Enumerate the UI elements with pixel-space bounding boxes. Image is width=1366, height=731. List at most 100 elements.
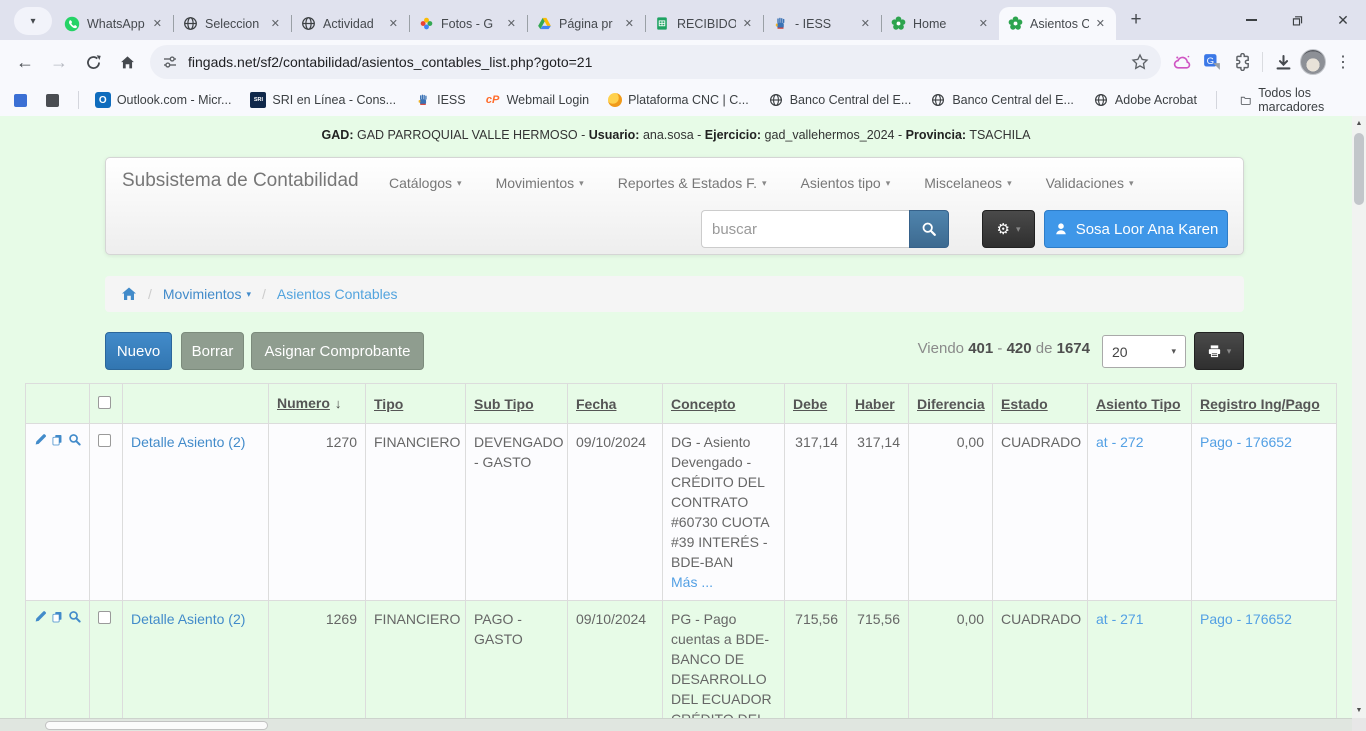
detalle-asiento-link[interactable]: Detalle Asiento (2): [131, 611, 246, 627]
tab-search-button[interactable]: ▾: [14, 7, 52, 35]
extensions-puzzle-icon[interactable]: [1227, 47, 1257, 77]
tab-close-icon[interactable]: ✕: [270, 18, 280, 30]
reload-button[interactable]: [76, 45, 110, 79]
home-breadcrumb-icon[interactable]: [121, 286, 137, 302]
url-text[interactable]: fingads.net/sf2/contabilidad/asientos_co…: [188, 54, 593, 70]
address-bar[interactable]: fingads.net/sf2/contabilidad/asientos_co…: [150, 45, 1161, 79]
profile-avatar[interactable]: [1298, 47, 1328, 77]
header-diferencia[interactable]: Diferencia: [908, 383, 993, 424]
chrome-menu-button[interactable]: ⋮: [1335, 54, 1351, 71]
back-button[interactable]: ←: [16, 51, 34, 72]
forward-button[interactable]: →: [50, 51, 68, 72]
page-size-select[interactable]: 20 ▾: [1102, 335, 1186, 368]
all-bookmarks-button[interactable]: Todos los marcadores: [1215, 86, 1352, 114]
bookmark-banco-central-1[interactable]: Banco Central del E...: [768, 92, 911, 108]
print-dropdown-button[interactable]: ▾: [1194, 332, 1244, 370]
breadcrumb-movimientos[interactable]: Movimientos ▾: [162, 286, 252, 302]
asiento-tipo-link[interactable]: at - 271: [1096, 611, 1144, 627]
globe-icon: [930, 92, 946, 108]
horizontal-scrollbar[interactable]: [0, 718, 1352, 731]
tab-seleccion[interactable]: Seleccion ✕: [174, 7, 291, 40]
edit-icon[interactable]: [34, 609, 47, 624]
user-button[interactable]: Sosa Loor Ana Karen: [1044, 210, 1228, 248]
tab-close-icon[interactable]: ✕: [388, 18, 398, 30]
detalle-asiento-link[interactable]: Detalle Asiento (2): [131, 434, 246, 450]
tab-asientos-active[interactable]: Asientos C ✕: [999, 7, 1116, 40]
menu-asientos-tipo[interactable]: Asientos tipo ▾: [800, 175, 891, 191]
tab-close-icon[interactable]: ✕: [624, 18, 634, 30]
mas-link[interactable]: Más ...: [671, 574, 714, 590]
nuevo-button[interactable]: Nuevo: [105, 332, 172, 370]
home-button[interactable]: [110, 45, 144, 79]
tab-pagina[interactable]: Página pr ✕: [528, 7, 645, 40]
bookmark-webmail[interactable]: cP Webmail Login: [485, 92, 589, 108]
registro-pago-link[interactable]: Pago - 176652: [1200, 611, 1292, 627]
restore-button[interactable]: [1274, 0, 1320, 40]
asiento-tipo-link[interactable]: at - 272: [1096, 434, 1144, 450]
tab-whatsapp[interactable]: WhatsApp ✕: [56, 7, 173, 40]
bookmark-banco-central-2[interactable]: Banco Central del E...: [930, 92, 1074, 108]
tab-actividad[interactable]: Actividad ✕: [292, 7, 409, 40]
tab-close-icon[interactable]: ✕: [860, 18, 870, 30]
row-checkbox[interactable]: [98, 434, 111, 447]
close-window-button[interactable]: ✕: [1320, 0, 1366, 40]
header-concepto[interactable]: Concepto: [662, 383, 785, 424]
menu-movimientos[interactable]: Movimientos ▾: [495, 175, 584, 191]
scroll-down-icon[interactable]: ▼: [1355, 707, 1363, 714]
tab-close-icon[interactable]: ✕: [978, 18, 988, 30]
asignar-comprobante-button[interactable]: Asignar Comprobante: [251, 332, 424, 370]
copy-icon[interactable]: [51, 610, 63, 624]
tab-close-icon[interactable]: ✕: [152, 18, 162, 30]
header-tipo[interactable]: Tipo: [365, 383, 466, 424]
app-brand[interactable]: Subsistema de Contabilidad: [122, 170, 359, 191]
header-sub-tipo[interactable]: Sub Tipo: [465, 383, 568, 424]
borrar-button[interactable]: Borrar: [181, 332, 244, 370]
header-registro[interactable]: Registro Ing/Pago: [1191, 383, 1337, 424]
memories-cloud-extension-icon[interactable]: [1167, 47, 1197, 77]
header-estado[interactable]: Estado: [992, 383, 1088, 424]
bookmark-favicon-only-1[interactable]: [14, 93, 27, 107]
menu-catalogos[interactable]: Catálogos ▾: [389, 175, 462, 191]
bookmark-sri[interactable]: SRI SRI en Línea - Cons...: [250, 92, 396, 108]
tab-home[interactable]: Home ✕: [882, 7, 999, 40]
new-tab-button[interactable]: +: [1130, 9, 1142, 30]
horizontal-scrollbar-thumb[interactable]: [45, 721, 268, 730]
settings-dropdown-button[interactable]: ⚙ ▾: [982, 210, 1035, 248]
header-fecha[interactable]: Fecha: [567, 383, 663, 424]
view-magnifier-icon[interactable]: [68, 432, 81, 447]
bookmark-iess[interactable]: IESS: [415, 92, 466, 108]
translate-extension-icon[interactable]: G: [1197, 47, 1227, 77]
downloads-button[interactable]: [1268, 47, 1298, 77]
bookmark-star-icon[interactable]: [1131, 53, 1149, 71]
tab-close-icon[interactable]: ✕: [1095, 18, 1105, 30]
row-checkbox[interactable]: [98, 611, 111, 624]
vertical-scrollbar[interactable]: ▲ ▼: [1352, 116, 1366, 718]
bookmark-adobe[interactable]: Adobe Acrobat: [1093, 92, 1197, 108]
minimize-button[interactable]: [1228, 0, 1274, 40]
bookmark-outlook[interactable]: O Outlook.com - Micr...: [94, 92, 231, 108]
edit-icon[interactable]: [34, 432, 47, 447]
menu-validaciones[interactable]: Validaciones ▾: [1045, 175, 1134, 191]
menu-reportes[interactable]: Reportes & Estados F. ▾: [617, 175, 767, 191]
search-button[interactable]: [909, 210, 949, 248]
site-info-icon[interactable]: [162, 54, 178, 70]
view-magnifier-icon[interactable]: [68, 609, 81, 624]
vertical-scrollbar-thumb[interactable]: [1354, 133, 1364, 205]
copy-icon[interactable]: [51, 433, 63, 447]
header-debe[interactable]: Debe: [784, 383, 847, 424]
bookmark-favicon-only-2[interactable]: [46, 93, 59, 107]
tab-recibido[interactable]: RECIBIDO ✕: [646, 7, 763, 40]
header-haber[interactable]: Haber: [846, 383, 909, 424]
registro-pago-link[interactable]: Pago - 176652: [1200, 434, 1292, 450]
bookmark-cnc[interactable]: Plataforma CNC | C...: [608, 93, 749, 107]
menu-miscelaneos[interactable]: Miscelaneos ▾: [924, 175, 1012, 191]
header-asiento-tipo[interactable]: Asiento Tipo: [1087, 383, 1192, 424]
tab-close-icon[interactable]: ✕: [742, 18, 752, 30]
tab-iess[interactable]: - IESS ✕: [764, 7, 881, 40]
tab-fotos[interactable]: Fotos - G ✕: [410, 7, 527, 40]
scroll-up-icon[interactable]: ▲: [1355, 120, 1363, 127]
header-numero[interactable]: Numero ↓: [268, 383, 366, 424]
tab-close-icon[interactable]: ✕: [506, 18, 516, 30]
select-all-checkbox[interactable]: [98, 395, 111, 409]
search-input[interactable]: [701, 210, 909, 248]
